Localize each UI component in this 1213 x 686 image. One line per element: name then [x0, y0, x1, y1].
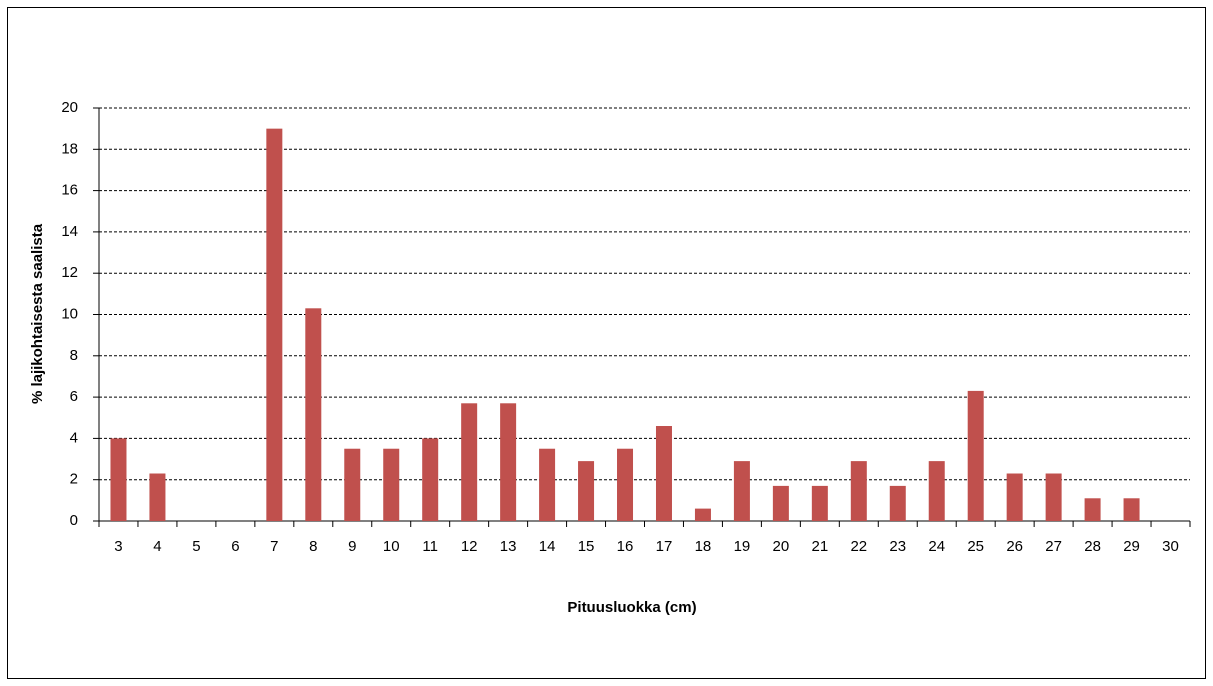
y-tick-label: 0 — [70, 512, 78, 529]
bar — [461, 403, 478, 521]
x-tick-label: 8 — [309, 538, 317, 555]
bar — [422, 438, 439, 521]
y-tick-label: 6 — [70, 388, 78, 405]
x-tick-label: 14 — [539, 538, 556, 555]
bar — [539, 448, 556, 521]
y-tick-label: 12 — [61, 264, 78, 281]
y-tick-label: 4 — [70, 429, 78, 446]
bar — [967, 390, 984, 521]
x-tick-label: 22 — [850, 538, 867, 555]
bar — [928, 461, 945, 521]
x-tick-label: 16 — [617, 538, 634, 555]
x-tick-label: 7 — [270, 538, 278, 555]
x-tick-label: 29 — [1123, 538, 1140, 555]
y-tick-label: 8 — [70, 347, 78, 364]
bar — [1123, 498, 1140, 521]
bar — [772, 485, 789, 521]
bar — [266, 128, 283, 521]
x-tick-label: 19 — [734, 538, 751, 555]
x-tick-label: 11 — [422, 538, 438, 555]
x-tick-label: 15 — [578, 538, 595, 555]
x-tick-label: 3 — [114, 538, 122, 555]
x-tick-label: 10 — [383, 538, 400, 555]
x-tick-label: 27 — [1045, 538, 1062, 555]
y-tick-label: 10 — [61, 305, 78, 322]
x-tick-label: 12 — [461, 538, 478, 555]
bar — [850, 461, 867, 521]
y-tick-label: 18 — [61, 140, 78, 157]
bar — [110, 438, 127, 521]
bar — [889, 485, 906, 521]
x-tick-label: 6 — [231, 538, 239, 555]
x-tick-label: 26 — [1006, 538, 1023, 555]
x-tick-label: 30 — [1162, 538, 1179, 555]
x-tick-label: 25 — [967, 538, 984, 555]
x-tick-label: 21 — [811, 538, 828, 555]
x-tick-label: 18 — [695, 538, 712, 555]
bar — [1006, 473, 1023, 521]
x-tick-label: 24 — [928, 538, 945, 555]
chart-frame — [7, 7, 1206, 679]
bar — [617, 448, 634, 521]
y-tick-label: 16 — [61, 182, 78, 199]
bar — [500, 403, 517, 521]
x-tick-label: 13 — [500, 538, 517, 555]
y-tick-label: 14 — [61, 223, 78, 240]
bar — [655, 426, 672, 521]
x-tick-label: 17 — [656, 538, 673, 555]
x-tick-label: 4 — [153, 538, 161, 555]
x-tick-label: 9 — [348, 538, 356, 555]
y-tick-label: 2 — [70, 471, 78, 488]
bar — [305, 308, 322, 521]
x-tick-label: 23 — [889, 538, 906, 555]
bar — [694, 508, 711, 521]
bar — [811, 485, 828, 521]
x-tick-label: 28 — [1084, 538, 1101, 555]
x-tick-label: 20 — [773, 538, 790, 555]
y-tick-label: 20 — [61, 99, 78, 116]
bar — [733, 461, 750, 521]
bar — [1045, 473, 1062, 521]
bar — [149, 473, 166, 521]
bar — [578, 461, 595, 521]
bar — [383, 448, 400, 521]
x-tick-label: 5 — [192, 538, 200, 555]
bar — [344, 448, 361, 521]
x-axis-title: Pituusluokka (cm) — [567, 599, 696, 616]
bar — [1084, 498, 1101, 521]
y-axis-title: % lajikohtaisesta saalista — [29, 223, 46, 404]
